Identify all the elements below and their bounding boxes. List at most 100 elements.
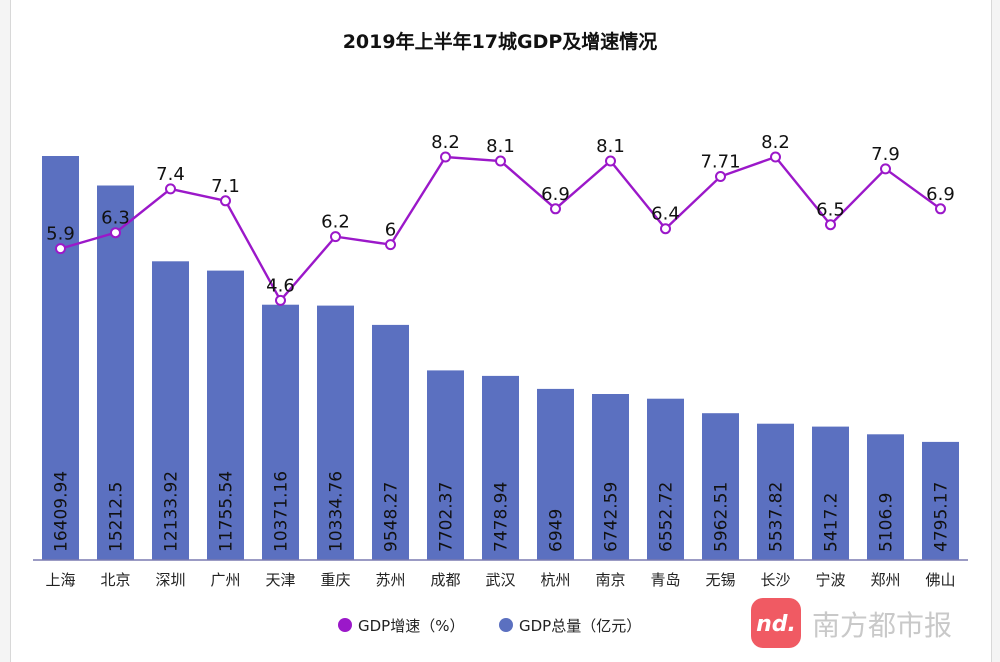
growth-value-labels: 5.9 6.3 7.4 7.1 4.6 6.2 6 8.2 8.1 6.9 8.1 6.4 7.71 8.… (46, 132, 955, 296)
bar-8 (482, 375, 519, 560)
bar-16 (922, 441, 959, 560)
bar-3 (207, 270, 244, 560)
category-label-14: 宁波 (815, 571, 845, 589)
watermark-logo-text: nd. (756, 612, 796, 637)
growth-point-16 (935, 203, 946, 215)
growth-series-line (60, 155, 942, 303)
bar-value-label-4: 10371.16 (272, 471, 292, 552)
growth-value-label-16: 6.9 (926, 184, 955, 205)
growth-value-label-10: 8.1 (596, 136, 625, 157)
growth-point-6 (385, 239, 396, 251)
watermark-logo-icon (751, 598, 801, 648)
bar-13 (757, 423, 794, 560)
category-label-4: 天津 (265, 571, 295, 589)
bar-value-label-8: 7478.94 (492, 482, 512, 552)
category-label-2: 深圳 (155, 571, 185, 589)
category-label-10: 南京 (595, 571, 625, 589)
bar-7 (427, 370, 464, 560)
growth-point-12 (715, 171, 726, 182)
left-panel-edge (0, 0, 11, 662)
growth-value-label-15: 7.9 (871, 144, 900, 165)
growth-value-label-6: 6 (385, 220, 396, 241)
growth-value-label-13: 8.2 (761, 132, 790, 153)
growth-value-label-14: 6.5 (816, 200, 845, 221)
growth-point-11 (660, 223, 671, 235)
category-label-13: 长沙 (760, 571, 790, 589)
growth-point-8 (495, 155, 506, 167)
bar-value-label-13: 5537.82 (767, 482, 787, 552)
bar-4 (262, 304, 299, 560)
category-label-8: 武汉 (485, 571, 515, 589)
growth-value-label-12: 7.71 (700, 152, 740, 173)
bar-value-label-2: 12133.92 (162, 471, 182, 552)
bar-9 (537, 388, 574, 560)
growth-value-label-11: 6.4 (651, 204, 680, 225)
growth-value-label-8: 8.1 (486, 136, 515, 157)
bar-11 (647, 398, 684, 560)
bar-value-label-7: 7702.37 (437, 482, 457, 552)
bar-value-label-16: 4795.17 (932, 482, 952, 552)
bar-value-label-12: 5962.51 (712, 482, 732, 552)
growth-value-label-0: 5.9 (46, 224, 75, 245)
category-label-11: 青岛 (650, 571, 680, 589)
category-label-15: 郑州 (870, 571, 900, 589)
growth-value-label-3: 7.1 (211, 176, 240, 197)
growth-value-label-7: 8.2 (431, 132, 460, 153)
category-label-3: 广州 (210, 571, 240, 589)
bar-value-label-10: 6742.59 (602, 482, 622, 552)
legend-growth-marker (338, 618, 352, 632)
category-label-0: 上海 (45, 571, 75, 589)
growth-value-label-9: 6.9 (541, 184, 570, 205)
bar-series (42, 156, 959, 560)
growth-point-5 (330, 231, 341, 243)
bar-6 (372, 324, 409, 560)
growth-point-14 (825, 219, 836, 231)
growth-point-2 (165, 183, 176, 195)
bar-14 (812, 426, 849, 560)
category-label-16: 佛山 (925, 571, 955, 589)
bar-5 (317, 305, 354, 560)
bar-0 (42, 156, 79, 560)
growth-value-label-2: 7.4 (156, 164, 185, 185)
category-label-9: 杭州 (540, 571, 570, 589)
growth-point-7 (440, 151, 451, 163)
legend: GDP增速（%） GDP总量（亿元） (338, 617, 641, 635)
bar-value-label-6: 9548.27 (382, 482, 402, 552)
category-label-7: 成都 (430, 571, 460, 589)
bar-value-label-9: 6949 (547, 509, 567, 552)
growth-value-label-5: 6.2 (321, 212, 350, 233)
legend-total-marker (499, 618, 513, 632)
bar-value-label-15: 5106.9 (877, 493, 897, 552)
growth-point-3 (220, 195, 231, 207)
legend-growth-label: GDP增速（%） (358, 617, 464, 635)
category-labels: 上海 北京 深圳 广州 天津 重庆 苏州 成都 武汉 杭州 南京 青岛 无锡 长沙 宁波 郑州 佛山 (45, 571, 955, 589)
growth-point-4 (275, 294, 286, 306)
category-label-6: 苏州 (375, 571, 405, 589)
bar-12 (702, 413, 739, 560)
growth-point-15 (880, 163, 891, 175)
bar-value-label-0: 16409.94 (52, 471, 72, 552)
watermark: nd. 南方都市报 (751, 598, 952, 648)
growth-value-label-4: 4.6 (266, 275, 295, 296)
chart-title: 2019年上半年17城GDP及增速情况 (343, 30, 658, 53)
growth-point-1 (110, 227, 121, 239)
right-panel-edge (991, 0, 1000, 662)
watermark-text: 南方都市报 (812, 609, 952, 642)
bar-value-labels: 16409.94 15212.5 12133.92 11755.54 10371.16 1… (52, 471, 952, 552)
category-label-1: 北京 (100, 571, 130, 589)
bar-value-label-14: 5417.2 (822, 493, 842, 552)
category-label-12: 无锡 (705, 571, 735, 589)
growth-point-10 (605, 155, 616, 167)
bar-value-label-11: 6552.72 (657, 482, 677, 552)
bar-15 (867, 434, 904, 560)
bar-value-label-3: 11755.54 (217, 471, 237, 552)
growth-value-label-1: 6.3 (101, 208, 130, 229)
bar-2 (152, 261, 189, 560)
legend-total-label: GDP总量（亿元） (519, 617, 641, 635)
bar-value-label-5: 10334.76 (327, 471, 347, 552)
growth-point-0 (55, 243, 66, 255)
category-label-5: 重庆 (320, 571, 350, 589)
bar-10 (592, 394, 629, 560)
growth-point-13 (770, 151, 781, 163)
